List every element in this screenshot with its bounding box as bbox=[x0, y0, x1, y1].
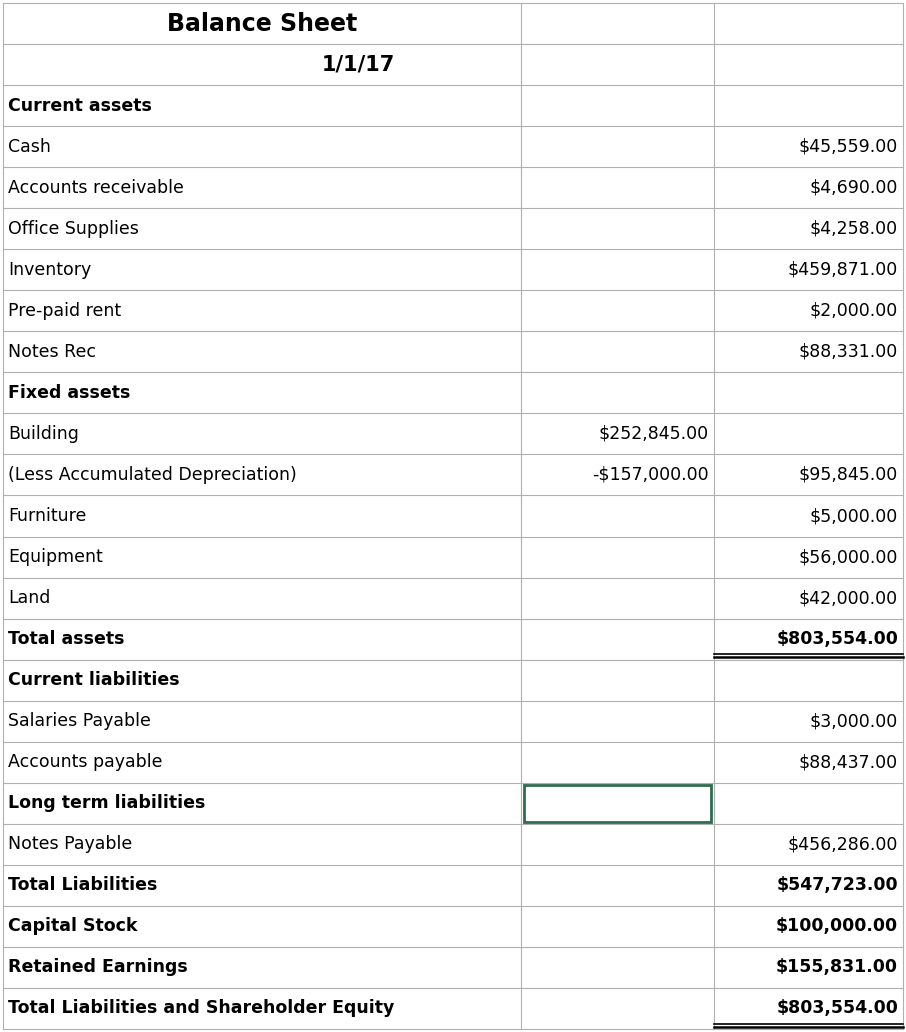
Text: Salaries Payable: Salaries Payable bbox=[8, 712, 151, 731]
Text: Total Liabilities and Shareholder Equity: Total Liabilities and Shareholder Equity bbox=[8, 999, 394, 1018]
Text: Inventory: Inventory bbox=[8, 261, 92, 279]
Text: $803,554.00: $803,554.00 bbox=[776, 631, 898, 648]
Text: Equipment: Equipment bbox=[8, 548, 102, 566]
Text: $803,554.00: $803,554.00 bbox=[776, 999, 898, 1018]
Text: $252,845.00: $252,845.00 bbox=[599, 425, 709, 443]
Text: Notes Rec: Notes Rec bbox=[8, 343, 96, 361]
Text: -$157,000.00: -$157,000.00 bbox=[593, 466, 709, 484]
Text: Fixed assets: Fixed assets bbox=[8, 384, 130, 401]
Text: $95,845.00: $95,845.00 bbox=[799, 466, 898, 484]
Text: Current assets: Current assets bbox=[8, 97, 152, 115]
Text: $155,831.00: $155,831.00 bbox=[776, 959, 898, 976]
Bar bbox=[524, 784, 711, 821]
Text: $456,286.00: $456,286.00 bbox=[787, 835, 898, 853]
Text: $4,690.00: $4,690.00 bbox=[810, 179, 898, 197]
Text: Capital Stock: Capital Stock bbox=[8, 917, 138, 935]
Text: $42,000.00: $42,000.00 bbox=[799, 589, 898, 607]
Text: Pre-paid rent: Pre-paid rent bbox=[8, 301, 121, 320]
Text: $459,871.00: $459,871.00 bbox=[787, 261, 898, 279]
Text: Cash: Cash bbox=[8, 137, 51, 156]
Text: Building: Building bbox=[8, 425, 79, 443]
Text: Total Liabilities: Total Liabilities bbox=[8, 876, 158, 895]
Text: $2,000.00: $2,000.00 bbox=[810, 301, 898, 320]
Text: $3,000.00: $3,000.00 bbox=[810, 712, 898, 731]
Text: $5,000.00: $5,000.00 bbox=[810, 507, 898, 525]
Text: Accounts receivable: Accounts receivable bbox=[8, 179, 184, 197]
Text: Accounts payable: Accounts payable bbox=[8, 753, 162, 771]
Text: $88,437.00: $88,437.00 bbox=[799, 753, 898, 771]
Text: Long term liabilities: Long term liabilities bbox=[8, 795, 206, 812]
Text: $4,258.00: $4,258.00 bbox=[810, 220, 898, 237]
Text: $56,000.00: $56,000.00 bbox=[798, 548, 898, 566]
Text: Notes Payable: Notes Payable bbox=[8, 835, 132, 853]
Text: Balance Sheet: Balance Sheet bbox=[167, 11, 357, 35]
Text: $88,331.00: $88,331.00 bbox=[799, 343, 898, 361]
Text: Office Supplies: Office Supplies bbox=[8, 220, 139, 237]
Text: Retained Earnings: Retained Earnings bbox=[8, 959, 188, 976]
Text: $45,559.00: $45,559.00 bbox=[799, 137, 898, 156]
Text: Total assets: Total assets bbox=[8, 631, 124, 648]
Text: (Less Accumulated Depreciation): (Less Accumulated Depreciation) bbox=[8, 466, 297, 484]
Text: $100,000.00: $100,000.00 bbox=[776, 917, 898, 935]
Text: 1/1/17: 1/1/17 bbox=[322, 55, 395, 74]
Text: $547,723.00: $547,723.00 bbox=[776, 876, 898, 895]
Text: Land: Land bbox=[8, 589, 51, 607]
Text: Current liabilities: Current liabilities bbox=[8, 671, 179, 689]
Text: Furniture: Furniture bbox=[8, 507, 86, 525]
